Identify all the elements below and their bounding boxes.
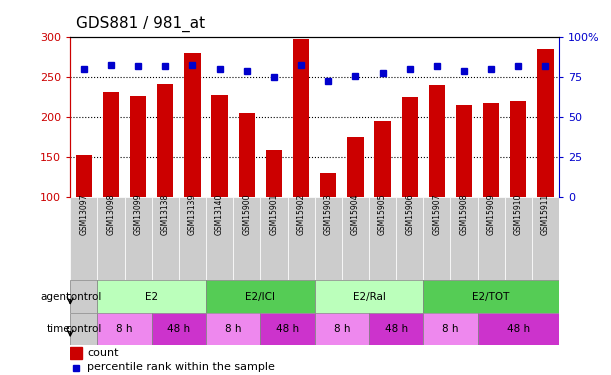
Bar: [456, 105, 472, 197]
Bar: [423, 280, 559, 313]
Text: 48 h: 48 h: [384, 324, 408, 334]
FancyBboxPatch shape: [70, 197, 97, 280]
FancyBboxPatch shape: [478, 197, 505, 280]
Bar: [97, 313, 152, 345]
FancyBboxPatch shape: [315, 197, 342, 280]
Text: control: control: [65, 324, 102, 334]
Text: control: control: [65, 292, 102, 302]
Bar: [206, 280, 315, 313]
FancyBboxPatch shape: [369, 197, 396, 280]
Text: GSM15907: GSM15907: [433, 193, 441, 235]
Text: GSM13140: GSM13140: [215, 194, 224, 235]
Text: time: time: [46, 324, 70, 334]
Bar: [206, 313, 260, 345]
Text: GSM13099: GSM13099: [134, 193, 142, 235]
Text: E2/TOT: E2/TOT: [472, 292, 510, 302]
FancyBboxPatch shape: [423, 197, 450, 280]
Bar: [130, 96, 146, 197]
Text: GSM15905: GSM15905: [378, 193, 387, 235]
Text: agent: agent: [40, 292, 70, 302]
Bar: [266, 150, 282, 197]
FancyBboxPatch shape: [532, 197, 559, 280]
Bar: [347, 137, 364, 197]
FancyBboxPatch shape: [97, 197, 125, 280]
FancyBboxPatch shape: [450, 197, 478, 280]
Bar: [70, 313, 97, 345]
FancyBboxPatch shape: [396, 197, 423, 280]
Text: GSM13097: GSM13097: [79, 193, 89, 235]
Text: GSM15910: GSM15910: [514, 194, 523, 235]
Bar: [483, 103, 499, 197]
Bar: [423, 313, 478, 345]
Text: 48 h: 48 h: [507, 324, 530, 334]
Text: 48 h: 48 h: [167, 324, 191, 334]
Text: GSM13139: GSM13139: [188, 194, 197, 235]
Bar: [478, 313, 559, 345]
FancyBboxPatch shape: [288, 197, 315, 280]
Bar: [70, 280, 97, 313]
Bar: [157, 84, 174, 197]
FancyBboxPatch shape: [125, 197, 152, 280]
FancyBboxPatch shape: [179, 197, 206, 280]
Bar: [429, 86, 445, 197]
Bar: [315, 313, 369, 345]
Text: GSM15901: GSM15901: [269, 194, 279, 235]
FancyBboxPatch shape: [206, 197, 233, 280]
Text: 48 h: 48 h: [276, 324, 299, 334]
Text: GSM15906: GSM15906: [405, 193, 414, 235]
Bar: [320, 172, 337, 197]
FancyBboxPatch shape: [342, 197, 369, 280]
Text: E2/ICI: E2/ICI: [246, 292, 276, 302]
FancyBboxPatch shape: [260, 197, 288, 280]
Bar: [70, 346, 82, 358]
FancyBboxPatch shape: [505, 197, 532, 280]
Bar: [537, 49, 554, 197]
Text: GSM15903: GSM15903: [324, 193, 333, 235]
Bar: [510, 102, 527, 197]
Bar: [315, 280, 423, 313]
FancyBboxPatch shape: [233, 197, 260, 280]
Bar: [260, 313, 315, 345]
Bar: [293, 39, 309, 197]
Text: count: count: [87, 348, 119, 357]
Text: GSM13098: GSM13098: [106, 194, 115, 235]
Text: 8 h: 8 h: [442, 324, 459, 334]
Text: E2: E2: [145, 292, 158, 302]
Bar: [375, 121, 390, 197]
Bar: [185, 54, 200, 197]
Text: 8 h: 8 h: [225, 324, 241, 334]
FancyBboxPatch shape: [152, 197, 179, 280]
Text: 8 h: 8 h: [334, 324, 350, 334]
Bar: [211, 95, 228, 197]
Text: E2/Ral: E2/Ral: [353, 292, 386, 302]
Text: 8 h: 8 h: [116, 324, 133, 334]
Bar: [152, 313, 206, 345]
Text: GSM15904: GSM15904: [351, 193, 360, 235]
Text: percentile rank within the sample: percentile rank within the sample: [87, 363, 275, 372]
Bar: [103, 92, 119, 197]
Bar: [97, 280, 206, 313]
Bar: [239, 112, 255, 197]
Text: GSM13138: GSM13138: [161, 194, 170, 235]
Text: GSM15911: GSM15911: [541, 194, 550, 235]
Bar: [401, 98, 418, 197]
Text: GSM15902: GSM15902: [296, 194, 306, 235]
Text: GDS881 / 981_at: GDS881 / 981_at: [76, 16, 205, 32]
Text: GSM15909: GSM15909: [487, 193, 496, 235]
Text: GSM15900: GSM15900: [243, 193, 251, 235]
Bar: [369, 313, 423, 345]
Bar: [76, 155, 92, 197]
Text: GSM15908: GSM15908: [459, 194, 469, 235]
